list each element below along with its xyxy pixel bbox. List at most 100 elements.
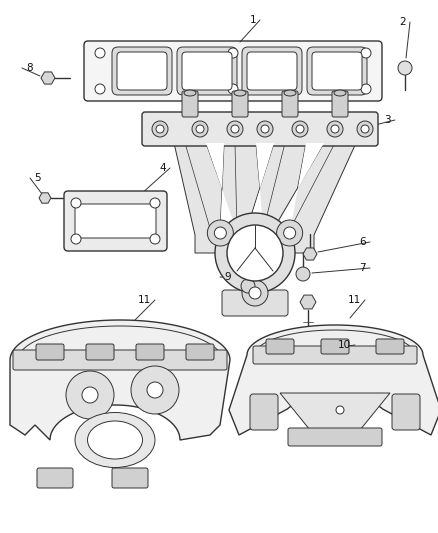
Circle shape bbox=[296, 125, 304, 133]
Circle shape bbox=[292, 121, 308, 137]
Circle shape bbox=[227, 121, 243, 137]
Circle shape bbox=[95, 48, 105, 58]
Text: 10: 10 bbox=[338, 340, 351, 350]
FancyBboxPatch shape bbox=[117, 52, 167, 90]
FancyBboxPatch shape bbox=[13, 350, 227, 370]
FancyBboxPatch shape bbox=[36, 344, 64, 360]
Circle shape bbox=[207, 220, 233, 246]
Polygon shape bbox=[206, 143, 239, 238]
Circle shape bbox=[331, 125, 339, 133]
Circle shape bbox=[196, 125, 204, 133]
Circle shape bbox=[147, 382, 163, 398]
Circle shape bbox=[361, 125, 369, 133]
FancyBboxPatch shape bbox=[86, 344, 114, 360]
Circle shape bbox=[192, 121, 208, 137]
FancyBboxPatch shape bbox=[247, 52, 297, 90]
Text: 5: 5 bbox=[34, 173, 41, 183]
Circle shape bbox=[261, 125, 269, 133]
Circle shape bbox=[241, 279, 255, 293]
FancyBboxPatch shape bbox=[321, 339, 349, 354]
Text: 8: 8 bbox=[26, 63, 32, 73]
Polygon shape bbox=[220, 143, 264, 253]
Polygon shape bbox=[270, 143, 356, 253]
Circle shape bbox=[152, 121, 168, 137]
FancyBboxPatch shape bbox=[142, 112, 378, 146]
Circle shape bbox=[361, 48, 371, 58]
FancyBboxPatch shape bbox=[64, 191, 167, 251]
Ellipse shape bbox=[75, 413, 155, 467]
FancyBboxPatch shape bbox=[376, 339, 404, 354]
Text: 9: 9 bbox=[224, 272, 231, 282]
Circle shape bbox=[327, 121, 343, 137]
FancyBboxPatch shape bbox=[177, 47, 237, 95]
Circle shape bbox=[336, 406, 344, 414]
Text: 2: 2 bbox=[399, 17, 406, 27]
Text: 1: 1 bbox=[249, 15, 256, 25]
Polygon shape bbox=[39, 193, 51, 203]
FancyBboxPatch shape bbox=[84, 41, 382, 101]
Circle shape bbox=[95, 84, 105, 94]
FancyBboxPatch shape bbox=[392, 394, 420, 430]
Text: 7: 7 bbox=[359, 263, 366, 273]
Circle shape bbox=[150, 198, 160, 208]
Circle shape bbox=[296, 267, 310, 281]
FancyBboxPatch shape bbox=[182, 91, 198, 117]
Circle shape bbox=[284, 227, 296, 239]
FancyBboxPatch shape bbox=[182, 52, 232, 90]
Circle shape bbox=[357, 121, 373, 137]
Text: 4: 4 bbox=[159, 163, 166, 173]
Polygon shape bbox=[245, 143, 306, 253]
Circle shape bbox=[66, 371, 114, 419]
Circle shape bbox=[156, 125, 164, 133]
FancyBboxPatch shape bbox=[332, 91, 348, 117]
Circle shape bbox=[231, 125, 239, 133]
Circle shape bbox=[82, 387, 98, 403]
Ellipse shape bbox=[234, 90, 246, 96]
Circle shape bbox=[242, 280, 268, 306]
FancyBboxPatch shape bbox=[288, 428, 382, 446]
Circle shape bbox=[228, 84, 238, 94]
Polygon shape bbox=[303, 248, 317, 260]
FancyBboxPatch shape bbox=[75, 204, 156, 238]
Ellipse shape bbox=[184, 90, 196, 96]
FancyBboxPatch shape bbox=[282, 91, 298, 117]
FancyBboxPatch shape bbox=[307, 47, 367, 95]
Text: 6: 6 bbox=[359, 237, 366, 247]
Circle shape bbox=[150, 234, 160, 244]
Polygon shape bbox=[280, 393, 390, 430]
FancyBboxPatch shape bbox=[112, 468, 148, 488]
Text: 11: 11 bbox=[138, 295, 151, 305]
Circle shape bbox=[398, 61, 412, 75]
FancyBboxPatch shape bbox=[37, 468, 73, 488]
Polygon shape bbox=[245, 143, 274, 238]
Polygon shape bbox=[41, 72, 55, 84]
FancyBboxPatch shape bbox=[232, 91, 248, 117]
Polygon shape bbox=[174, 143, 239, 253]
Circle shape bbox=[257, 121, 273, 137]
Text: 11: 11 bbox=[348, 295, 361, 305]
Ellipse shape bbox=[334, 90, 346, 96]
FancyBboxPatch shape bbox=[136, 344, 164, 360]
Ellipse shape bbox=[284, 90, 296, 96]
Circle shape bbox=[249, 287, 261, 299]
Text: 3: 3 bbox=[385, 115, 391, 125]
Polygon shape bbox=[270, 143, 324, 238]
Circle shape bbox=[214, 227, 226, 239]
FancyBboxPatch shape bbox=[242, 47, 302, 95]
FancyBboxPatch shape bbox=[112, 47, 172, 95]
Polygon shape bbox=[10, 320, 230, 440]
Circle shape bbox=[131, 366, 179, 414]
Circle shape bbox=[71, 234, 81, 244]
Circle shape bbox=[71, 198, 81, 208]
Circle shape bbox=[228, 48, 238, 58]
FancyBboxPatch shape bbox=[253, 346, 417, 364]
Polygon shape bbox=[229, 325, 438, 435]
FancyBboxPatch shape bbox=[266, 339, 294, 354]
Circle shape bbox=[227, 225, 283, 281]
Circle shape bbox=[215, 213, 295, 293]
FancyBboxPatch shape bbox=[222, 290, 288, 316]
Ellipse shape bbox=[88, 421, 142, 459]
Polygon shape bbox=[300, 295, 316, 309]
Circle shape bbox=[361, 84, 371, 94]
FancyBboxPatch shape bbox=[312, 52, 362, 90]
